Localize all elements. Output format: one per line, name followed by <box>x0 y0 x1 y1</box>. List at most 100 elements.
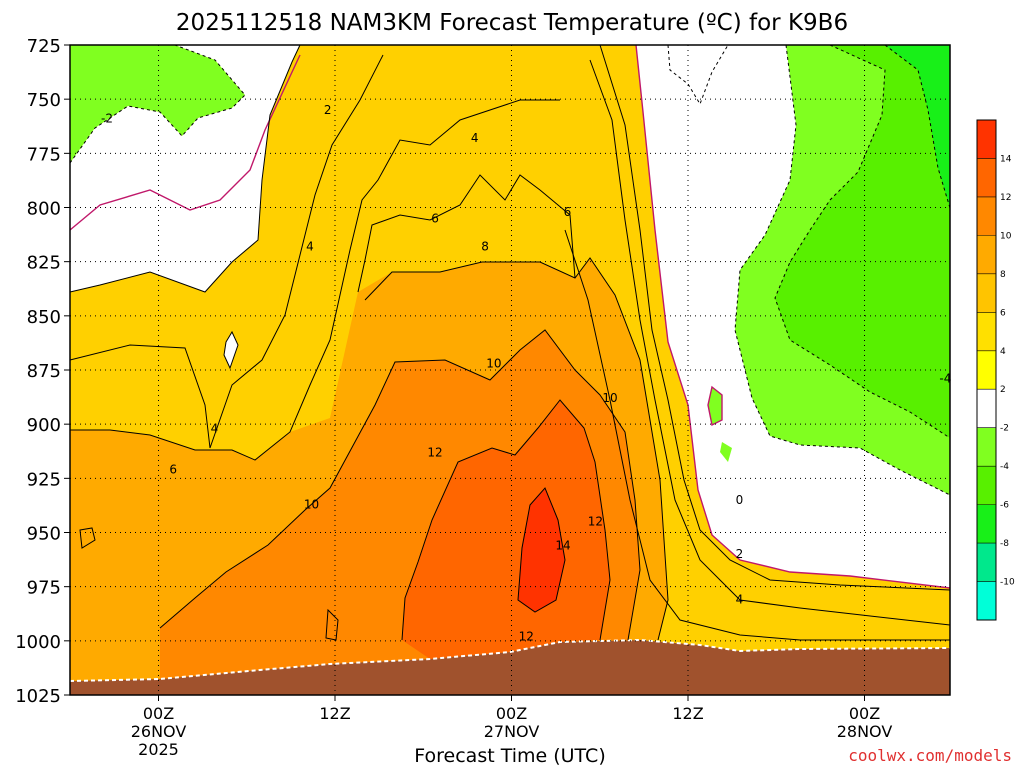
contour-line-17 <box>401 399 611 641</box>
colorbar-swatch <box>977 504 996 544</box>
contour-line-5 <box>69 54 301 231</box>
colorbar-label: -6 <box>1000 501 1009 511</box>
colorbar-label: 12 <box>1000 193 1011 203</box>
contour-label: 4 <box>736 593 744 607</box>
colorbar-swatch <box>977 543 996 582</box>
x-tick-label: 00Z <box>849 704 880 723</box>
contour-label: 4 <box>211 422 219 436</box>
contour-label: 8 <box>481 240 489 254</box>
x-tick-date: 28NOV <box>837 722 893 741</box>
colorbar-swatch <box>977 427 996 467</box>
y-tick-label: 850 <box>27 307 61 328</box>
contour-label: 6 <box>169 463 177 477</box>
contour-label: 12 <box>427 445 442 459</box>
contour-line-19 <box>79 527 96 549</box>
contour-label: 0 <box>736 493 744 507</box>
temperature-region-11 <box>402 400 610 659</box>
y-tick-label: 950 <box>27 524 61 545</box>
contour-label: 2 <box>736 547 744 561</box>
contour-line-12 <box>70 99 560 461</box>
contour-line-20 <box>325 608 339 641</box>
contour-label: 4 <box>306 240 314 254</box>
colorbar-label: 6 <box>1000 308 1006 318</box>
colorbar-swatch <box>977 312 996 351</box>
contour-label: 12 <box>519 630 534 644</box>
credit-text: coolwx.com/models <box>848 746 1012 765</box>
y-tick-label: 1025 <box>15 686 61 707</box>
colorbar: -10 -8 -6 -4 -2 2 4 6 8 10 12 14 <box>976 119 1015 621</box>
plot-area: -2 2 4 6 6 8 4 10 10 4 12 6 10 12 14 0 2 4 12 -4 <box>69 44 951 696</box>
colorbar-swatch <box>977 389 996 428</box>
colorbar-label: 4 <box>1000 347 1006 357</box>
contour-label: 12 <box>588 515 603 529</box>
contour-line-14 <box>357 174 576 293</box>
x-axis-label: Forecast Time (UTC) <box>414 745 605 767</box>
y-tick-label: 1000 <box>15 632 61 653</box>
y-tick-label: 900 <box>27 415 61 436</box>
colorbar-swatch <box>977 581 996 620</box>
contour-line-16 <box>159 329 641 641</box>
contour-label: 10 <box>304 497 319 511</box>
chart-title: 2025112518 NAM3KM Forecast Temperature (… <box>176 10 848 36</box>
y-tick-label: 825 <box>27 253 61 274</box>
colorbar-swatch <box>977 466 996 505</box>
colorbar-label: -10 <box>1000 578 1015 588</box>
y-tick-label: 775 <box>27 144 61 165</box>
contour-line-10 <box>69 54 384 449</box>
colorbar-label: -4 <box>1000 462 1009 472</box>
temperature-region-6 <box>885 45 950 208</box>
contour-label: 2 <box>324 103 332 117</box>
contour-label: 10 <box>602 391 617 405</box>
contour-line-7 <box>707 385 723 427</box>
contour-line-8 <box>69 44 301 293</box>
ground-edge <box>69 638 951 682</box>
y-axis: 725 750 775 800 825 850 875 900 925 950 975 1000 102… <box>15 36 70 707</box>
colorbar-label: 14 <box>1000 154 1012 164</box>
contour-label: 4 <box>471 131 479 145</box>
x-tick-label: 00Z <box>496 704 527 723</box>
colorbar-swatch <box>977 158 996 197</box>
y-tick-label: 750 <box>27 90 61 111</box>
x-tick-label: 12Z <box>672 704 703 723</box>
contour-label: -4 <box>939 372 951 386</box>
colorbar-swatch <box>977 120 996 159</box>
contour-line-18 <box>517 487 566 613</box>
contour-line-11 <box>589 59 951 626</box>
temperature-region-12 <box>518 488 565 612</box>
x-tick-label: 12Z <box>319 704 350 723</box>
colorbar-frame <box>976 119 997 621</box>
ground-terrain <box>70 640 950 695</box>
temperature-region-14 <box>80 528 95 548</box>
colorbar-swatch <box>977 196 996 236</box>
contour-label: 6 <box>564 205 572 219</box>
x-tick-date: 27NOV <box>484 722 540 741</box>
temperature-region-5 <box>775 45 950 438</box>
colorbar-swatch <box>977 350 996 390</box>
colorbar-label: 8 <box>1000 270 1006 280</box>
temperature-region-2 <box>70 45 300 292</box>
colorbar-label: -8 <box>1000 539 1009 549</box>
contour-label: 10 <box>486 357 501 371</box>
contour-line-1 <box>667 44 729 106</box>
x-tick-label: 00Z <box>143 704 174 723</box>
temperature-region-13 <box>224 332 238 368</box>
contour-label: -2 <box>101 112 113 126</box>
contour-line-15 <box>364 257 669 641</box>
contour-line-13 <box>564 229 950 641</box>
temperature-region-0 <box>70 45 245 163</box>
colorbar-swatch <box>977 235 996 274</box>
contour-line-6 <box>635 44 951 589</box>
x-tick-date: 26NOV <box>131 722 187 741</box>
contour-label: 6 <box>431 211 439 225</box>
contour-line-2 <box>734 44 951 496</box>
y-tick-label: 725 <box>27 36 61 57</box>
y-tick-label: 925 <box>27 469 61 490</box>
contour-line-0 <box>69 44 246 164</box>
x-tick-year: 2025 <box>138 740 179 759</box>
contour-line-9 <box>599 44 951 591</box>
colorbar-label: 2 <box>1000 385 1006 395</box>
colorbar-swatch <box>977 273 996 313</box>
contour-line-21 <box>223 330 239 370</box>
